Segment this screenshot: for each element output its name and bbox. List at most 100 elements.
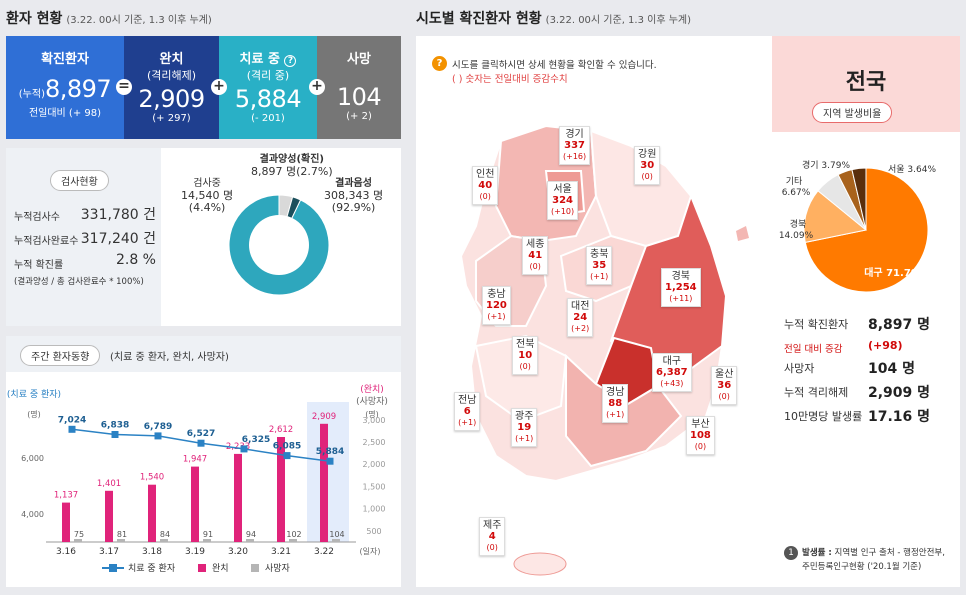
region-seoul[interactable]: 서울 324 (+10) [547, 181, 579, 220]
treating-label: 6,085 [273, 442, 301, 452]
region-name: 제주 [483, 520, 502, 531]
stat-deaths-label: 사망 [347, 52, 371, 67]
pie-slice-gyeongbuk[interactable] [803, 190, 868, 243]
region-gyeongnam[interactable]: 경남 88 (+1) [602, 384, 629, 423]
region-ulsan[interactable]: 울산 36 (0) [711, 366, 738, 405]
region-name: 울산 [715, 369, 734, 380]
x-tick-label: 3.20 [228, 547, 248, 557]
deaths-label: 81 [117, 530, 127, 539]
recovered-bar[interactable] [234, 453, 242, 542]
treating-point[interactable] [326, 457, 334, 465]
patient-status-title: 환자 현황 [6, 11, 63, 27]
region-count: 1,254 [665, 282, 697, 293]
region-gyeonggi[interactable]: 경기 337 (+16) [559, 126, 591, 165]
treating-label: 6,527 [187, 429, 215, 439]
region-count: 337 [564, 140, 585, 151]
donut-testing-title: 검사중 [193, 178, 221, 189]
region-gwangju[interactable]: 광주 19 (+1) [511, 408, 538, 447]
region-sejong[interactable]: 세종 41 (0) [522, 236, 549, 275]
region-count: 19 [517, 422, 532, 433]
region-gyeongbuk[interactable]: 경북 1,254 (+11) [661, 268, 701, 307]
region-busan[interactable]: 부산 108 (0) [686, 416, 715, 455]
info-icon: ? [432, 56, 447, 71]
weekly-subtitle: (치료 중 환자, 완치, 사망자) [110, 352, 229, 363]
deaths-label: 91 [203, 530, 213, 539]
pie-label-gyeonggi: 경기 3.79% [802, 159, 850, 171]
recovered-label: 1,947 [183, 455, 207, 465]
treating-point[interactable] [154, 432, 162, 440]
test-total-value: 331,780 건 [80, 207, 156, 223]
deaths-label: 84 [160, 530, 170, 539]
map-hint: 시도를 클릭하시면 상세 현황을 확인할 수 있습니다. [452, 60, 657, 71]
region-chungbuk[interactable]: 충북 35 (+1) [586, 246, 613, 285]
pie-label-daegu: 대구 71.79% [864, 266, 928, 279]
test-rate-label: 누적 확진률 [14, 260, 64, 271]
region-gangwon[interactable]: 강원 30 (0) [634, 146, 661, 185]
stat-confirmed-prefix: (누적) [18, 89, 45, 100]
national-stat-value: 104 명 [868, 361, 915, 377]
treating-point[interactable] [240, 445, 248, 453]
deaths-bar[interactable] [117, 539, 125, 542]
right-axis-title: (완치) [360, 383, 384, 395]
stat-confirmed-value: 8,897 [44, 75, 112, 103]
stat-confirmed-change: 전일대비 (+ 98) [28, 108, 102, 119]
left-axis-unit: (명) [27, 409, 41, 419]
deaths-bar[interactable] [246, 539, 254, 542]
note-title: 발생률 : [802, 548, 832, 558]
help-icon[interactable]: ? [284, 55, 297, 67]
region-daegu[interactable]: 대구 6,387 (+43) [652, 353, 692, 392]
recovered-bar[interactable] [105, 490, 113, 542]
recovered-bar[interactable] [148, 484, 156, 542]
region-daejeon[interactable]: 대전 24 (+2) [567, 298, 594, 337]
region-name: 서울 [553, 184, 572, 195]
region-name: 경북 [671, 271, 691, 282]
deaths-bar[interactable] [203, 539, 211, 542]
recovered-bar[interactable] [191, 466, 199, 542]
donut-positive-title: 결과양성(확진) [259, 154, 324, 165]
treating-point[interactable] [111, 431, 119, 438]
deaths-bar[interactable] [289, 539, 297, 542]
recovered-label: 1,540 [140, 473, 164, 483]
region-incheon[interactable]: 인천 40 (0) [472, 166, 499, 205]
stat-recovered[interactable]: 완치 (격리해제) 2,909 (+ 297) [124, 36, 219, 139]
recovered-bar[interactable] [277, 437, 285, 542]
region-ratio-button[interactable]: 지역 발생비율 [812, 102, 893, 123]
region-diff: (+10) [551, 207, 575, 216]
stat-treating-value: 5,884 [234, 85, 302, 113]
treating-point[interactable] [197, 439, 205, 447]
treating-point[interactable] [283, 452, 291, 460]
region-jeonbuk[interactable]: 전북 10 (0) [512, 336, 539, 375]
plus-icon: + [211, 79, 227, 95]
deaths-bar[interactable] [160, 539, 168, 542]
treating-point[interactable] [68, 425, 76, 433]
donut-negative-title: 결과음성 [335, 178, 372, 189]
region-count: 41 [528, 250, 543, 261]
stat-confirmed-label: 확진환자 [41, 52, 89, 67]
right-tick-label: 500 [366, 527, 381, 536]
stat-treating-sub: (격리 중) [246, 69, 290, 82]
deaths-label: 75 [74, 530, 84, 539]
region-diff: (0) [641, 172, 653, 181]
pie-slice-seoul[interactable] [851, 167, 867, 231]
region-chungnam[interactable]: 충남 120 (+1) [482, 286, 511, 325]
recovered-bar[interactable] [62, 502, 70, 542]
legend-treating-marker [109, 564, 117, 572]
korea-map [459, 124, 749, 576]
deaths-bar[interactable] [74, 539, 82, 542]
weekly-title: 주간 환자동향 [20, 345, 101, 366]
region-jeju[interactable]: 제주 4 (0) [479, 517, 506, 556]
stat-deaths-value: 104 [336, 83, 382, 111]
deaths-bar[interactable] [332, 539, 340, 542]
x-tick-label: 3.21 [271, 547, 291, 557]
donut-negative-value: 308,343 명 [324, 189, 384, 202]
stat-confirmed[interactable]: 확진환자 (누적)8,897 전일대비 (+ 98) [6, 36, 124, 139]
region-name: 충북 [590, 249, 609, 260]
region-jeonnam[interactable]: 전남 6 (+1) [454, 392, 481, 431]
stat-deaths[interactable]: 사망 104 (+ 2) [317, 36, 401, 139]
test-rate-value: 2.8 % [115, 252, 156, 268]
region-jeju-area[interactable] [513, 552, 567, 576]
weekly-chart: (치료 중 환자) (명) (완치) (사망자) (명) 4,0006,000 … [7, 383, 388, 574]
recovered-bar[interactable] [320, 423, 328, 542]
stat-treating[interactable]: 치료 중 ? (격리 중) 5,884 (- 201) [219, 36, 317, 139]
note-text: 지역별 인구 출처 - 행정안전부, [834, 548, 945, 558]
